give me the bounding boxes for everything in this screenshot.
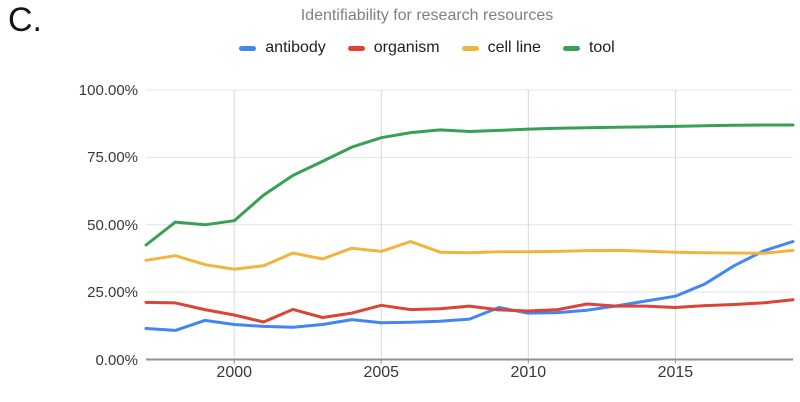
legend-swatch-cell-line	[461, 45, 479, 51]
legend-label: cell line	[487, 39, 541, 56]
chart-title: Identifiability for research resources	[300, 7, 554, 24]
legend-swatch-organism	[347, 45, 365, 51]
x-axis-tick-label: 2000	[216, 364, 253, 381]
series-line-cell-line	[144, 240, 795, 271]
legend-item-tool: tool	[562, 39, 615, 57]
x-axis-tick-label: 2005	[363, 364, 400, 381]
legend-swatch-tool	[562, 45, 580, 51]
legend-item-antibody: antibody	[239, 39, 326, 57]
legend-item-cell-line: cell line	[461, 39, 541, 57]
chart-legend: antibody organism cell line tool	[54, 39, 800, 57]
y-axis-tick-label: 50.00%	[87, 216, 138, 234]
y-axis-tick-label: 0.00%	[95, 351, 138, 369]
series-line-tool	[144, 123, 795, 247]
legend-label: tool	[588, 39, 615, 56]
series-line-antibody	[144, 240, 795, 332]
y-axis-tick-label: 75.00%	[87, 149, 138, 167]
series-line-organism	[144, 298, 795, 324]
y-axis-tick-label: 25.00%	[87, 284, 138, 302]
legend-swatch-antibody	[239, 45, 257, 51]
y-axis-tick-label: 100.00%	[78, 82, 138, 99]
x-axis-tick-label: 2010	[510, 364, 547, 381]
panel-label: C.	[8, 1, 42, 39]
legend-label: antibody	[265, 39, 326, 56]
x-axis-tick-label: 2015	[657, 364, 694, 381]
legend-label: organism	[373, 39, 440, 56]
legend-item-organism: organism	[347, 39, 440, 57]
